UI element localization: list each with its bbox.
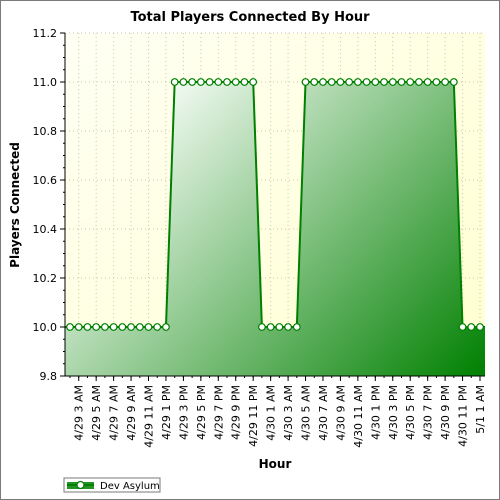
data-point	[371, 78, 380, 86]
y-axis-title: Players Connected	[8, 142, 22, 268]
data-point	[144, 323, 153, 331]
x-tick-label: 4/29 3 AM	[73, 385, 86, 441]
data-point	[83, 323, 92, 331]
x-tick-label: 4/30 7 AM	[317, 385, 330, 441]
data-point	[66, 323, 74, 331]
x-axis-title: Hour	[259, 457, 292, 471]
y-tick-label: 11.2	[33, 27, 58, 40]
x-tick-label: 4/30 1 AM	[265, 385, 278, 441]
x-tick-label: 4/29 5 PM	[195, 385, 208, 440]
data-point	[336, 78, 345, 86]
legend-label: Dev Asylum	[100, 481, 160, 492]
data-point	[92, 323, 101, 331]
data-point	[415, 78, 423, 86]
series-area	[65, 82, 485, 376]
data-point	[162, 323, 170, 331]
y-tick-label: 10.4	[33, 223, 58, 236]
data-point	[327, 78, 336, 86]
data-point	[406, 78, 415, 86]
data-point	[127, 323, 135, 331]
legend-swatch-marker	[76, 480, 85, 490]
data-point	[231, 78, 240, 86]
data-point	[118, 323, 127, 331]
data-point	[467, 323, 476, 331]
data-point	[345, 78, 354, 86]
data-point	[441, 78, 450, 86]
data-point	[170, 78, 179, 86]
y-tick-label: 9.8	[40, 370, 58, 383]
data-point	[100, 323, 109, 331]
x-tick-label: 4/30 9 AM	[334, 385, 347, 441]
chart-title: Total Players Connected By Hour	[130, 10, 370, 25]
x-tick-label: 4/30 7 PM	[422, 385, 435, 440]
y-tick-label: 10.8	[33, 125, 58, 138]
x-tick-label: 4/29 7 AM	[108, 385, 121, 441]
data-point	[275, 323, 284, 331]
data-point	[432, 78, 441, 86]
data-point	[476, 323, 484, 331]
data-point	[240, 78, 249, 86]
x-axis: 4/29 3 AM 4/29 5 AM 4/29 7 AM 4/29 9 AM 4/29…	[65, 375, 487, 448]
data-point	[353, 78, 362, 86]
data-point	[301, 78, 310, 86]
x-tick-label: 4/30 3 AM	[282, 385, 295, 441]
data-point	[153, 323, 162, 331]
y-tick-label: 10.6	[33, 174, 58, 187]
data-point	[388, 78, 397, 86]
data-point	[397, 78, 406, 86]
legend: Dev Asylum	[63, 477, 161, 493]
x-tick-label: 4/30 1 PM	[369, 385, 382, 440]
data-point	[449, 78, 458, 86]
x-tick-label: 4/29 9 AM	[125, 385, 138, 441]
data-point	[196, 78, 205, 86]
data-point	[214, 78, 223, 86]
data-point	[458, 323, 467, 331]
data-point	[188, 78, 197, 86]
data-point	[205, 78, 214, 86]
series-points	[66, 78, 484, 331]
x-tick-label: 4/29 7 PM	[212, 385, 225, 440]
x-tick-label: 4/29 5 AM	[90, 385, 103, 441]
data-point	[319, 78, 327, 86]
data-point	[109, 323, 118, 331]
x-tick-label: 4/29 3 PM	[177, 385, 190, 440]
data-point	[266, 323, 275, 331]
x-tick-label: 4/29 9 PM	[230, 385, 243, 440]
data-point	[423, 78, 432, 86]
data-point	[362, 78, 371, 86]
y-tick-label: 10.2	[33, 272, 58, 285]
x-tick-label: 4/29 1 PM	[160, 385, 173, 440]
x-tick-label: 4/30 3 PM	[387, 385, 400, 440]
data-point	[258, 323, 266, 331]
data-point	[380, 78, 388, 86]
data-point	[249, 78, 258, 86]
data-point	[284, 323, 292, 331]
data-point	[179, 78, 188, 86]
data-point	[74, 323, 83, 331]
x-tick-label: 4/30 5 AM	[300, 385, 313, 441]
y-tick-label: 10.0	[33, 321, 58, 334]
data-point	[223, 78, 231, 86]
data-point	[310, 78, 319, 86]
x-tick-label: 5/1 1 AM	[474, 385, 487, 434]
x-tick-label: 4/30 9 PM	[439, 385, 452, 440]
y-axis: 9.8 10.0 10.2 10.4 10.6 10.8 11.0 11.2	[33, 27, 66, 383]
x-tick-label: 4/29 11 AM	[143, 385, 156, 448]
data-point	[292, 323, 301, 331]
x-tick-label: 4/30 11 AM	[352, 385, 365, 448]
x-tick-label: 4/30 5 PM	[404, 385, 417, 440]
y-tick-label: 11.0	[33, 76, 58, 89]
x-tick-label: 4/30 11 PM	[457, 385, 470, 447]
x-tick-label: 4/29 11 PM	[247, 385, 260, 447]
data-point	[135, 323, 144, 331]
